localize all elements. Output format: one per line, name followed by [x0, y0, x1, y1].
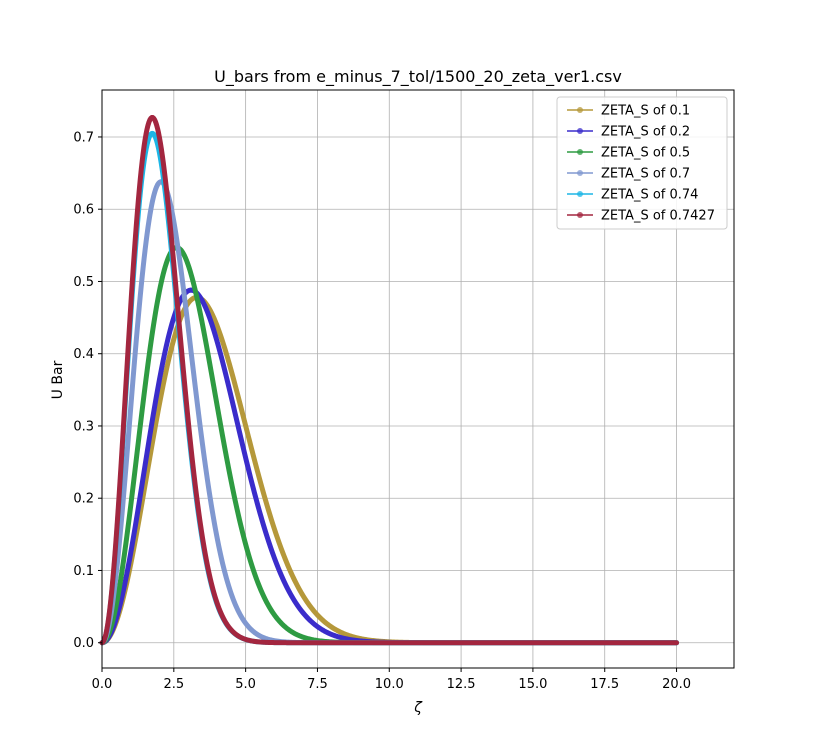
y-tick-label: 0.3	[73, 419, 94, 434]
plot-frame	[101, 89, 735, 669]
legend-entry-label: ZETA_S of 0.74	[601, 188, 698, 203]
y-tick-label: 0.6	[73, 203, 94, 218]
x-tick-label: 7.5	[307, 677, 328, 692]
legend-swatch-marker	[577, 107, 583, 113]
series-peak-point-6	[149, 114, 155, 120]
chart-title: U_bars from e_minus_7_tol/1500_20_zeta_v…	[214, 67, 622, 87]
y-tick-label: 0.0	[73, 636, 94, 651]
x-axis-label: ζ	[413, 700, 423, 716]
x-tick-label: 10.0	[375, 677, 404, 692]
x-tick-label: 17.5	[590, 677, 619, 692]
y-tick-label: 0.5	[73, 275, 94, 290]
x-tick-label: 2.5	[163, 677, 184, 692]
series-group	[99, 114, 680, 646]
y-tick-label: 0.1	[73, 564, 94, 579]
x-tick-label: 5.0	[235, 677, 256, 692]
legend-swatch-marker	[577, 170, 583, 176]
x-tick-label: 12.5	[447, 677, 476, 692]
legend-swatch-marker	[577, 128, 583, 134]
x-tick-label: 15.0	[518, 677, 547, 692]
series-peak-point-2	[188, 287, 194, 293]
x-tick-label: 20.0	[662, 677, 691, 692]
legend-box	[556, 96, 728, 230]
ticks: 0.0 2.5 5.0 7.5 10.0 12.5 15.0 17.5 20.0 0.0 0.1 0.…	[73, 130, 691, 692]
legend: ZETA_S of 0.1 ZETA_S of 0.2 ZETA_S of 0.5 Z…	[556, 96, 728, 230]
legend-swatch-marker	[577, 212, 583, 218]
legend-entry-label: ZETA_S of 0.1	[601, 104, 690, 119]
x-tick-label: 0.0	[92, 677, 113, 692]
series-peak-point-5	[149, 130, 155, 136]
y-axis-label: U Bar	[50, 360, 66, 399]
series-line-6	[99, 115, 680, 646]
legend-swatch-marker	[577, 149, 583, 155]
y-tick-label: 0.2	[73, 492, 94, 507]
y-tick-label: 0.4	[73, 347, 94, 362]
legend-swatch-marker	[577, 191, 583, 197]
legend-entry-label: ZETA_S of 0.7427	[601, 209, 715, 224]
legend-entry-label: ZETA_S of 0.2	[601, 125, 690, 140]
y-tick-label: 0.7	[73, 130, 94, 145]
legend-entry-label: ZETA_S of 0.5	[601, 146, 690, 161]
legend-entry-label: ZETA_S of 0.7	[601, 167, 690, 182]
